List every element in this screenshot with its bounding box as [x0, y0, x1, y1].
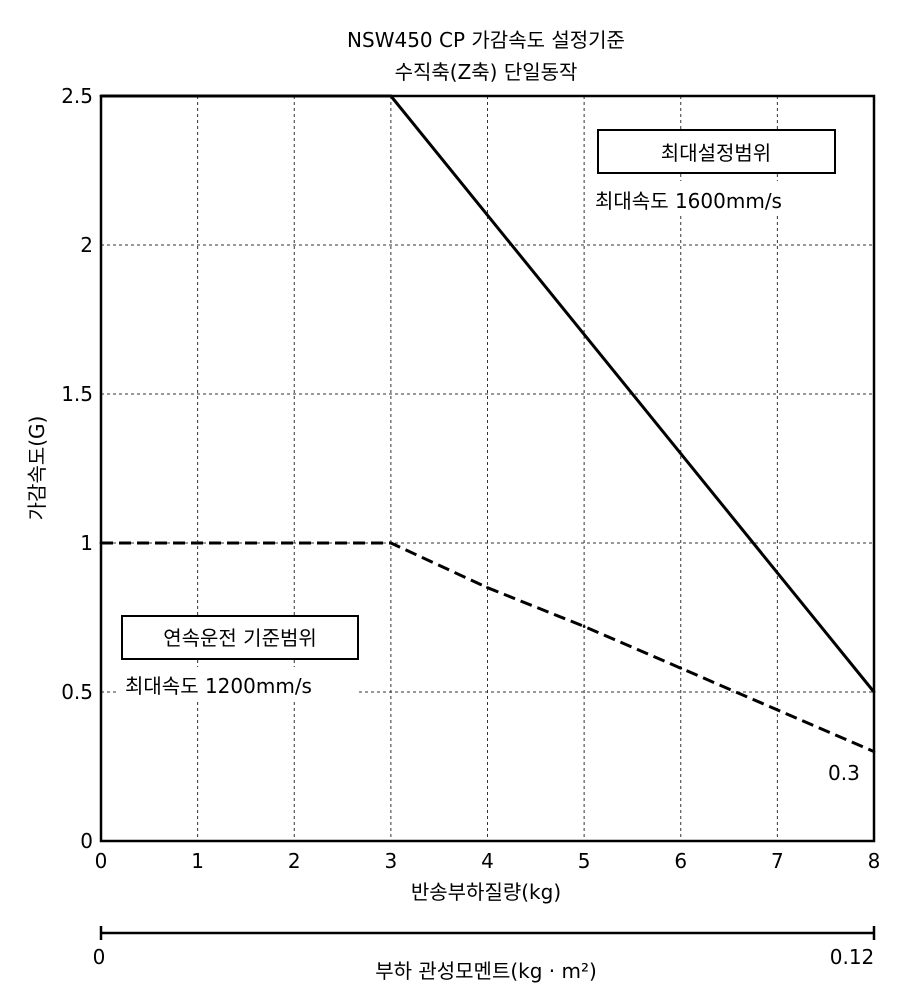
y-tick-label-4: 2 — [80, 233, 93, 257]
x-tick-labels: 0 1 2 3 4 5 6 7 8 — [95, 849, 881, 873]
y-tick-label-3: 1.5 — [61, 382, 93, 406]
x-tick-label-2: 2 — [288, 849, 301, 873]
y-tick-label-0: 0 — [80, 829, 93, 853]
max-speed-label: 최대속도 1600mm/s — [595, 189, 782, 213]
grid — [101, 96, 874, 841]
x-tick-label-7: 7 — [771, 849, 784, 873]
y-axis-label: 가감속도(G) — [25, 416, 49, 521]
y-tick-label-2: 1 — [80, 531, 93, 555]
chart-title: NSW450 CP 가감속도 설정기준 — [347, 28, 625, 52]
x-tick-label-8: 8 — [868, 849, 881, 873]
secondary-axis-label: 부하 관성모멘트(kg · m²) — [375, 959, 597, 983]
x-tick-label-3: 3 — [385, 849, 398, 873]
series-1-point-5 — [775, 708, 779, 712]
cont-speed-bg — [118, 667, 358, 701]
chart-subtitle: 수직축(Z축) 단일동작 — [395, 60, 578, 84]
cont-range-box — [121, 615, 359, 660]
y-tick-label-5: 2.5 — [61, 84, 93, 108]
x-tick-label-6: 6 — [674, 849, 687, 873]
x-tick-label-5: 5 — [578, 849, 591, 873]
x-tick-label-4: 4 — [481, 849, 494, 873]
y-tick-labels: 0 0.5 1 1.5 2 2.5 — [61, 84, 93, 853]
series-1-point-3 — [582, 625, 586, 628]
cont-speed-label: 최대속도 1200mm/s — [125, 674, 312, 698]
cont-range-label: 연속운전 기준범위 — [163, 626, 317, 650]
max-range-label: 최대설정범위 — [661, 141, 771, 165]
y-tick-label-1: 0.5 — [61, 680, 93, 704]
secondary-axis-min: 0 — [93, 945, 106, 969]
end-value-label: 0.3 — [828, 761, 860, 785]
x-tick-label-1: 1 — [191, 849, 204, 873]
x-tick-label-0: 0 — [95, 849, 108, 873]
secondary-axis-max: 0.12 — [830, 945, 875, 969]
series-1-point-4 — [679, 666, 683, 670]
series-1-point-1 — [389, 541, 393, 545]
x-axis-label: 반송부하질량(kg) — [411, 880, 561, 904]
max-range-box — [597, 129, 836, 174]
series-1-point-2 — [486, 586, 489, 590]
plot-frame — [99, 94, 876, 843]
max-speed-bg — [590, 181, 838, 215]
